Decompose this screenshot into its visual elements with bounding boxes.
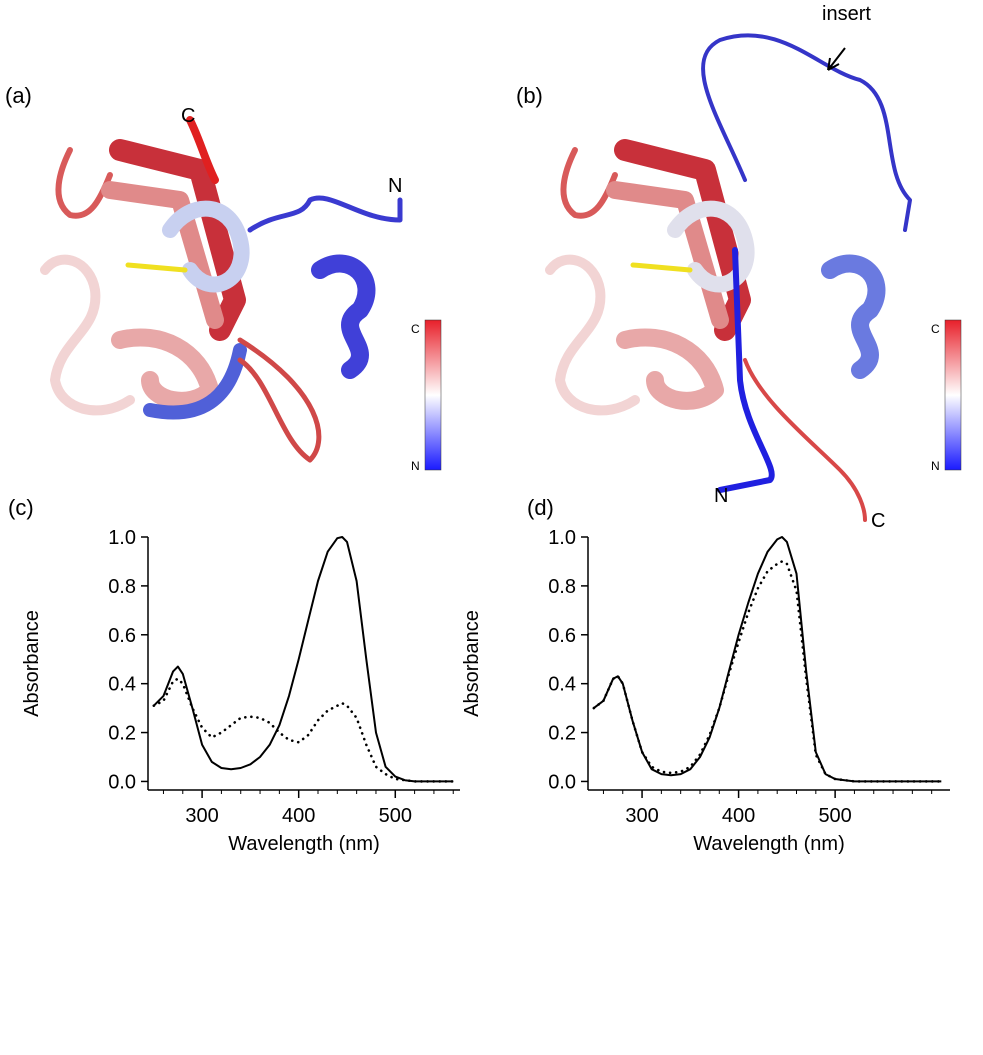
panel-label: (c) <box>8 495 34 520</box>
scale-label: N <box>931 459 940 473</box>
y-tick-label: 0.8 <box>108 576 136 598</box>
x-tick-label: 400 <box>282 805 315 827</box>
y-tick-label: 0.2 <box>548 723 576 745</box>
y-tick-label: 1.0 <box>548 527 576 549</box>
spectrum-line <box>593 536 942 783</box>
scale-label: N <box>411 459 420 473</box>
annotation: insert <box>822 3 871 25</box>
y-tick-label: 0.4 <box>108 674 136 696</box>
terminus-label: C <box>871 510 885 532</box>
x-axis-label: Wavelength (nm) <box>228 833 380 855</box>
terminus-label: C <box>181 105 195 127</box>
y-tick-label: 1.0 <box>108 527 136 549</box>
structure-a <box>40 116 442 471</box>
panel-label: (a) <box>5 83 32 108</box>
structure-b <box>545 33 962 522</box>
terminus-label: N <box>714 485 728 507</box>
x-axis-label: Wavelength (nm) <box>693 833 845 855</box>
scale-label: C <box>931 322 940 336</box>
x-tick-label: 500 <box>818 805 851 827</box>
terminus-label: N <box>388 175 402 197</box>
y-tick-label: 0.0 <box>108 771 136 793</box>
y-tick-label: 0.4 <box>548 674 576 696</box>
spectrum-line <box>153 536 454 783</box>
x-tick-label: 300 <box>185 805 218 827</box>
y-tick-label: 0.0 <box>548 771 576 793</box>
y-tick-label: 0.2 <box>108 723 136 745</box>
panel-label: (b) <box>516 83 543 108</box>
x-tick-label: 500 <box>379 805 412 827</box>
y-axis-label: Absorbance <box>461 610 483 717</box>
spectrum-line <box>592 560 943 783</box>
x-tick-label: 400 <box>722 805 755 827</box>
scale-label: C <box>411 322 420 336</box>
panel-label: (d) <box>527 495 554 520</box>
y-tick-label: 0.8 <box>548 576 576 598</box>
x-tick-label: 300 <box>625 805 658 827</box>
y-tick-label: 0.6 <box>108 625 136 647</box>
y-axis-label: Absorbance <box>21 610 43 717</box>
y-tick-label: 0.6 <box>548 625 576 647</box>
